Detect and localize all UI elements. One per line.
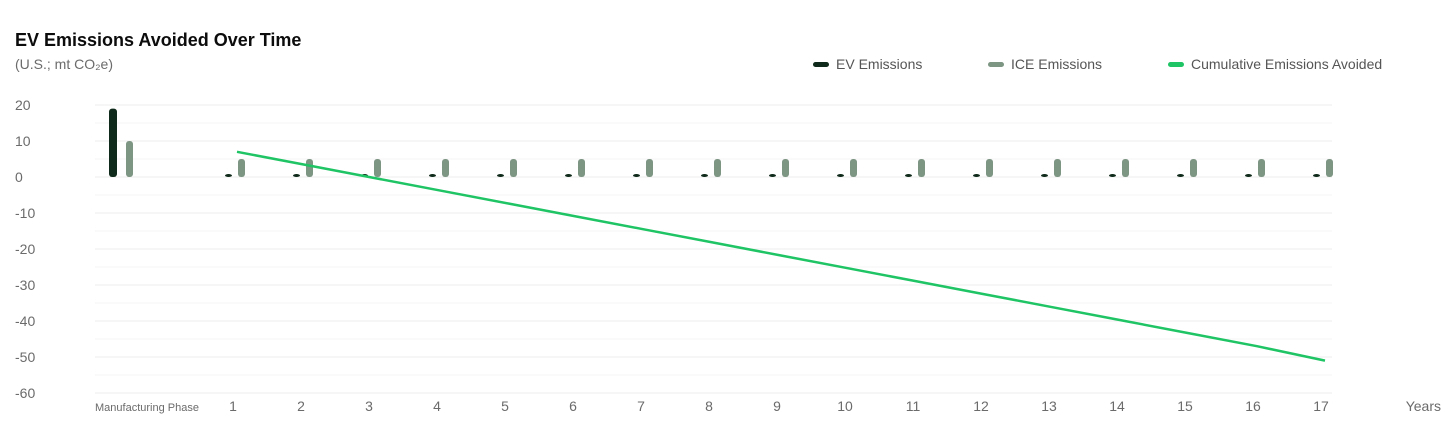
bar-ice-emissions <box>442 159 449 177</box>
line-cumulative-emissions-avoided <box>236 150 1326 362</box>
chart-title: EV Emissions Avoided Over Time <box>15 30 302 50</box>
x-tick-label: 10 <box>837 398 853 414</box>
y-tick-label: 0 <box>15 169 23 185</box>
bar-ice-emissions <box>510 159 517 177</box>
x-tick-label: 15 <box>1177 398 1193 414</box>
x-tick-label: 1 <box>229 398 237 414</box>
bar-ice-emissions <box>374 159 381 177</box>
x-tick-label: Manufacturing Phase <box>95 402 199 414</box>
x-tick-label: 16 <box>1245 398 1261 414</box>
y-tick-label: -20 <box>15 241 35 257</box>
x-tick-label: 9 <box>773 398 781 414</box>
bar-ev-emissions <box>701 174 708 177</box>
legend-item-cumulative: Cumulative Emissions Avoided <box>1168 56 1382 72</box>
bar-ev-emissions <box>109 108 117 177</box>
y-tick-label: -40 <box>15 313 35 329</box>
bar-ev-emissions <box>1109 174 1116 177</box>
legend-swatch-ice <box>988 61 1004 67</box>
bar-ice-emissions <box>1258 159 1265 177</box>
bar-ev-emissions <box>1041 174 1048 177</box>
bar-ice-emissions <box>1326 159 1333 177</box>
x-tick-label: 8 <box>705 398 713 414</box>
legend-label-ice: ICE Emissions <box>1011 56 1103 72</box>
bar-ev-emissions <box>1177 174 1184 177</box>
x-tick-label: 13 <box>1041 398 1057 414</box>
bar-ev-emissions <box>769 174 776 177</box>
bar-ev-emissions <box>837 174 844 177</box>
x-tick-label: 7 <box>637 398 645 414</box>
x-tick-label: 5 <box>501 398 509 414</box>
bar-ice-emissions <box>986 159 993 177</box>
y-tick-label: -50 <box>15 349 35 365</box>
y-tick-label: 10 <box>15 133 31 149</box>
x-tick-label: 12 <box>973 398 989 414</box>
bar-ice-emissions <box>850 159 857 177</box>
bar-ice-emissions <box>1190 159 1197 177</box>
legend-item-ev-emissions: EV Emissions <box>813 56 922 72</box>
bar-ev-emissions <box>905 174 912 177</box>
legend-label-ev: EV Emissions <box>836 56 923 72</box>
bar-ice-emissions <box>714 159 721 177</box>
y-tick-label: -60 <box>15 385 35 401</box>
bar-ice-emissions <box>1054 159 1061 177</box>
legend-item-ice-emissions: ICE Emissions <box>988 56 1102 72</box>
x-tick-label: 4 <box>433 398 441 414</box>
bar-ice-emissions <box>782 159 789 177</box>
bar-ev-emissions <box>497 174 504 177</box>
bar-ice-emissions <box>646 159 653 177</box>
bar-ev-emissions <box>633 174 640 177</box>
legend-swatch-cumulative <box>1168 61 1184 67</box>
bar-ice-emissions <box>306 159 313 177</box>
bar-ev-emissions <box>1245 174 1252 177</box>
bar-ev-emissions <box>293 174 300 177</box>
bar-ev-emissions <box>973 174 980 177</box>
bar-ev-emissions <box>225 174 232 177</box>
y-tick-label: -30 <box>15 277 35 293</box>
x-tick-label: 6 <box>569 398 577 414</box>
y-tick-label: 20 <box>15 97 31 113</box>
bar-ice-emissions <box>238 159 245 177</box>
x-tick-label: 11 <box>906 398 921 414</box>
x-axis-label: Years <box>1406 398 1441 414</box>
bar-ice-emissions <box>578 159 585 177</box>
bar-ev-emissions <box>565 174 572 177</box>
x-tick-label: 3 <box>365 398 373 414</box>
bar-ev-emissions <box>1313 174 1320 177</box>
bar-ev-emissions <box>429 174 436 177</box>
x-tick-label: 14 <box>1109 398 1125 414</box>
bar-ice-emissions <box>1122 159 1129 177</box>
x-tick-label: 17 <box>1313 398 1329 414</box>
bar-ice-emissions <box>918 159 925 177</box>
bar-ice-emissions <box>126 141 133 177</box>
chart-subtitle: (U.S.; mt CO₂e) <box>15 56 113 72</box>
legend-label-cumulative: Cumulative Emissions Avoided <box>1191 56 1383 72</box>
y-tick-label: -10 <box>15 205 35 221</box>
x-tick-label: 2 <box>297 398 305 414</box>
legend-swatch-ev <box>813 61 829 67</box>
